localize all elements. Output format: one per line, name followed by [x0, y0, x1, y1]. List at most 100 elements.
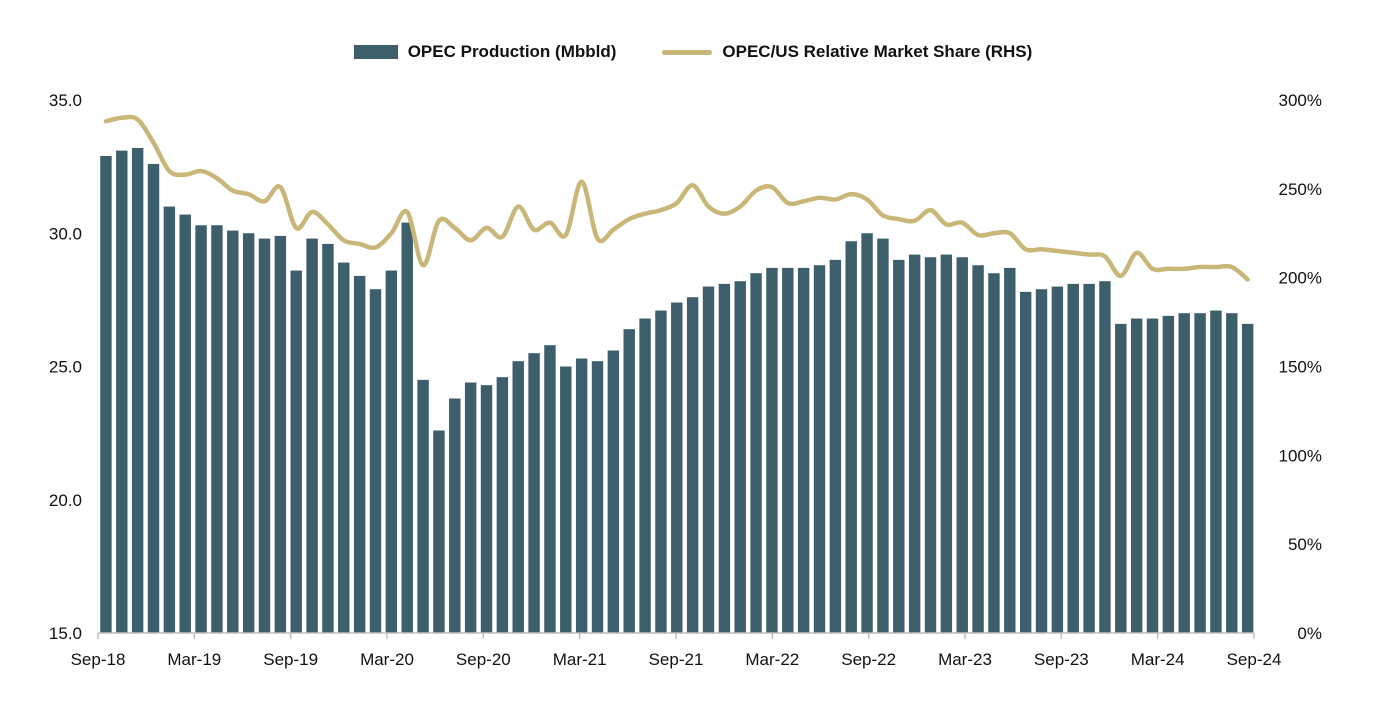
bar-24: [480, 385, 493, 633]
bar-39: [718, 283, 731, 633]
bar-42: [766, 267, 778, 633]
legend-label-production: OPEC Production (Mbbld): [407, 42, 617, 61]
bar-67: [1162, 315, 1175, 633]
bar-21: [433, 430, 445, 633]
x-tick-label-11: Mar-24: [1131, 650, 1185, 669]
bar-37: [686, 297, 699, 633]
bar-36: [671, 302, 683, 633]
bar-27: [528, 353, 540, 633]
bar-2: [131, 147, 144, 633]
x-tick-label-5: Mar-21: [553, 650, 607, 669]
bar-18: [385, 270, 398, 633]
bar-53: [940, 254, 953, 633]
bar-69: [1194, 313, 1206, 633]
y-left-tick-label-2: 25.0: [49, 358, 82, 377]
bar-62: [1083, 283, 1095, 633]
bar-66: [1146, 318, 1159, 633]
bar-70: [1210, 310, 1222, 633]
bar-19: [401, 222, 413, 633]
x-tick-label-3: Mar-20: [360, 650, 414, 669]
bar-58: [1019, 291, 1032, 633]
x-tick-label-8: Sep-22: [841, 650, 896, 669]
bar-56: [988, 273, 1000, 633]
bar-41: [750, 273, 762, 633]
bar-30: [575, 358, 588, 633]
bar-33: [623, 329, 635, 633]
bar-64: [1115, 323, 1127, 633]
bar-0: [100, 155, 112, 633]
bar-20: [417, 379, 429, 633]
legend-swatch-bar: [353, 45, 398, 59]
bar-35: [655, 310, 667, 633]
bar-31: [591, 361, 604, 633]
bar-57: [1004, 267, 1016, 633]
bar-12: [290, 270, 302, 633]
x-tick-label-1: Mar-19: [167, 650, 221, 669]
y-right-tick-label-2: 100%: [1279, 446, 1322, 465]
legend-item-production: OPEC Production (Mbbld): [353, 42, 617, 62]
bar-40: [734, 281, 746, 633]
bar-22: [449, 398, 461, 633]
market-share-line: [103, 114, 1250, 282]
x-tick-label-10: Sep-23: [1034, 650, 1089, 669]
bar-32: [607, 350, 620, 633]
y-left-tick-label-1: 20.0: [49, 491, 82, 510]
bar-1: [116, 150, 128, 633]
bar-48: [861, 233, 873, 633]
bar-59: [1035, 289, 1048, 633]
bar-15: [338, 262, 350, 633]
bar-52: [924, 257, 937, 633]
bar-68: [1178, 313, 1190, 633]
y-left-tick-label-3: 30.0: [49, 224, 82, 243]
bar-5: [179, 214, 191, 633]
x-tick-label-9: Mar-23: [938, 650, 992, 669]
bar-16: [353, 275, 366, 633]
bar-38: [702, 286, 715, 633]
bar-3: [147, 163, 160, 633]
bar-72: [1241, 323, 1254, 633]
bar-51: [908, 254, 921, 633]
legend-label-market-share: OPEC/US Relative Market Share (RHS): [722, 42, 1033, 61]
bar-8: [227, 230, 239, 633]
bar-10: [258, 238, 271, 633]
bar-50: [893, 259, 905, 633]
bar-44: [797, 267, 810, 633]
bar-4: [163, 206, 176, 633]
bar-23: [464, 382, 477, 633]
bar-61: [1067, 283, 1079, 633]
x-tick-label-7: Mar-22: [745, 650, 799, 669]
bar-54: [956, 257, 968, 633]
x-tick-label-0: Sep-18: [71, 650, 126, 669]
y-right-tick-label-5: 250%: [1279, 180, 1322, 199]
bar-14: [322, 243, 334, 633]
bar-11: [274, 235, 287, 634]
x-tick-label-12: Sep-24: [1227, 650, 1282, 669]
y-left-tick-label-4: 35.0: [49, 91, 82, 110]
legend-item-market-share: OPEC/US Relative Market Share (RHS): [662, 42, 1032, 62]
bar-9: [242, 233, 255, 633]
bar-43: [782, 267, 794, 633]
bar-47: [845, 241, 857, 633]
y-right-tick-label-0: 0%: [1297, 624, 1322, 643]
bar-6: [195, 225, 207, 633]
bar-26: [512, 361, 524, 633]
bar-49: [877, 238, 889, 633]
bar-17: [369, 289, 382, 633]
y-right-tick-label-6: 300%: [1279, 91, 1322, 110]
bar-55: [972, 265, 984, 633]
y-right-tick-label-3: 150%: [1279, 358, 1322, 377]
x-tick-label-2: Sep-19: [263, 650, 318, 669]
bar-71: [1226, 313, 1238, 633]
y-left-tick-label-0: 15.0: [49, 624, 82, 643]
bar-63: [1099, 281, 1111, 633]
bar-45: [813, 265, 826, 633]
bar-28: [544, 345, 556, 633]
bar-13: [306, 238, 318, 633]
legend: OPEC Production (Mbbld) OPEC/US Relative…: [0, 42, 1386, 62]
bar-29: [560, 366, 572, 633]
bar-65: [1130, 318, 1143, 633]
x-tick-label-6: Sep-21: [649, 650, 704, 669]
bar-25: [496, 377, 509, 633]
